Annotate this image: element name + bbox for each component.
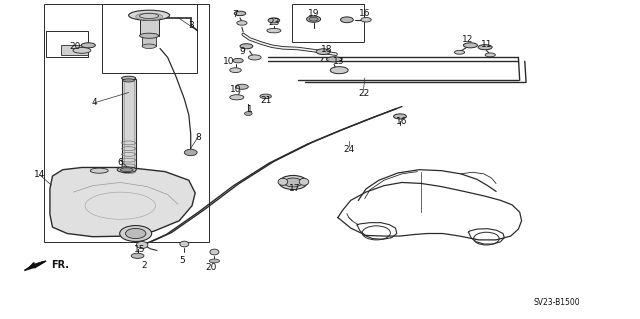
Text: 11: 11 [481,40,492,48]
Ellipse shape [394,114,406,119]
Ellipse shape [278,178,288,185]
Circle shape [284,178,302,187]
Circle shape [120,226,152,241]
Text: 23: 23 [268,18,280,27]
Circle shape [244,112,252,115]
Text: 4: 4 [92,98,97,107]
Text: 8: 8 [196,133,201,142]
Ellipse shape [260,94,271,99]
Ellipse shape [307,16,321,22]
Ellipse shape [140,33,159,38]
Ellipse shape [361,18,371,22]
Text: 5: 5 [180,256,185,265]
Ellipse shape [90,168,108,173]
Ellipse shape [129,10,170,20]
Ellipse shape [233,58,243,63]
Text: 10: 10 [230,85,241,94]
Text: FR.: FR. [51,260,69,270]
Bar [102,4,197,73]
Text: 18: 18 [321,45,332,54]
Ellipse shape [316,49,330,55]
Ellipse shape [236,84,248,89]
Bar [61,45,88,55]
Text: SV23-B1500: SV23-B1500 [534,298,580,307]
Ellipse shape [81,43,95,48]
Ellipse shape [123,79,134,82]
Text: 16: 16 [359,9,371,18]
Ellipse shape [300,178,309,185]
Text: 7: 7 [233,10,238,19]
Text: 9: 9 [239,47,244,56]
Ellipse shape [136,13,163,20]
Circle shape [184,149,197,156]
Text: 10: 10 [223,57,235,66]
Polygon shape [24,261,46,271]
Ellipse shape [340,17,353,23]
Ellipse shape [267,28,281,33]
Ellipse shape [240,44,253,49]
Ellipse shape [230,68,241,73]
Ellipse shape [234,11,246,16]
Bar [122,79,136,172]
Polygon shape [50,167,195,237]
Ellipse shape [120,168,133,172]
Text: 19: 19 [308,9,319,18]
Bar [46,31,88,57]
Text: 20: 20 [70,42,81,51]
Ellipse shape [73,48,91,53]
Bar [140,16,159,36]
Ellipse shape [485,53,495,57]
Circle shape [125,228,146,239]
Ellipse shape [210,249,219,255]
Text: 14: 14 [34,170,45,179]
Ellipse shape [142,44,156,48]
Ellipse shape [131,253,144,258]
Ellipse shape [463,43,477,48]
Ellipse shape [140,13,159,19]
Ellipse shape [478,45,492,50]
Bar [44,4,209,242]
Bar [292,4,364,42]
Ellipse shape [122,76,136,80]
Bar [142,35,156,46]
Text: 24: 24 [343,145,355,154]
Text: 13: 13 [333,57,345,66]
Ellipse shape [180,241,189,247]
Text: 15: 15 [134,245,145,254]
Text: 21: 21 [260,96,271,105]
Text: 2: 2 [141,261,147,270]
Ellipse shape [326,57,342,62]
Text: 22: 22 [358,89,369,98]
Ellipse shape [209,259,220,263]
Ellipse shape [309,17,318,21]
Ellipse shape [268,18,280,23]
Text: 1: 1 [247,105,252,114]
Ellipse shape [237,21,247,25]
Ellipse shape [136,241,148,249]
Text: 3: 3 [188,21,193,30]
Ellipse shape [330,67,348,74]
Circle shape [279,175,307,189]
Text: 17: 17 [289,184,300,193]
Ellipse shape [230,95,244,100]
Text: 12: 12 [461,35,473,44]
Text: 20: 20 [205,263,217,272]
Ellipse shape [117,167,136,173]
Text: 6: 6 [118,158,123,167]
Text: 16: 16 [396,117,408,126]
Ellipse shape [454,50,465,54]
Ellipse shape [248,55,261,60]
